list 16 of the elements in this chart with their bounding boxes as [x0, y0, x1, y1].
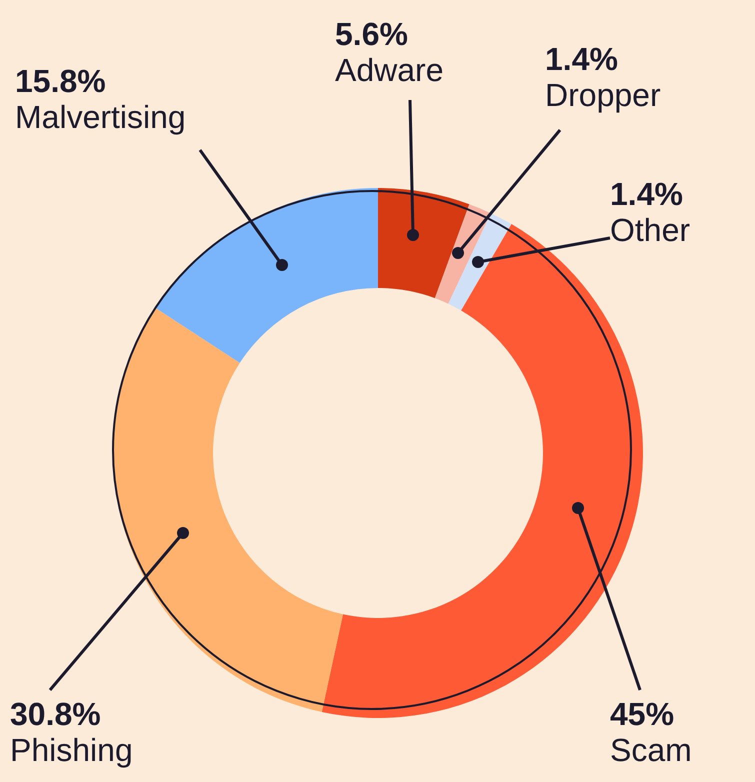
- data-label: 1.4%: [545, 41, 618, 77]
- slice-label: Adware: [335, 52, 444, 88]
- donut-slice: [378, 188, 470, 298]
- donut-slice: [156, 188, 378, 363]
- data-label: 15.8%: [15, 63, 106, 99]
- slice-label: Other: [610, 212, 690, 248]
- data-label: 1.4%: [610, 176, 683, 212]
- data-label: 5.6%: [335, 16, 408, 52]
- slice-label: Malvertising: [15, 99, 186, 135]
- data-label: 45%: [610, 696, 674, 732]
- donut-slice: [448, 213, 512, 310]
- slice-label: Phishing: [10, 732, 133, 768]
- slice-label: Scam: [610, 732, 692, 768]
- donut-slice: [114, 308, 344, 712]
- data-label: 30.8%: [10, 696, 101, 732]
- slice-label: Dropper: [545, 77, 661, 113]
